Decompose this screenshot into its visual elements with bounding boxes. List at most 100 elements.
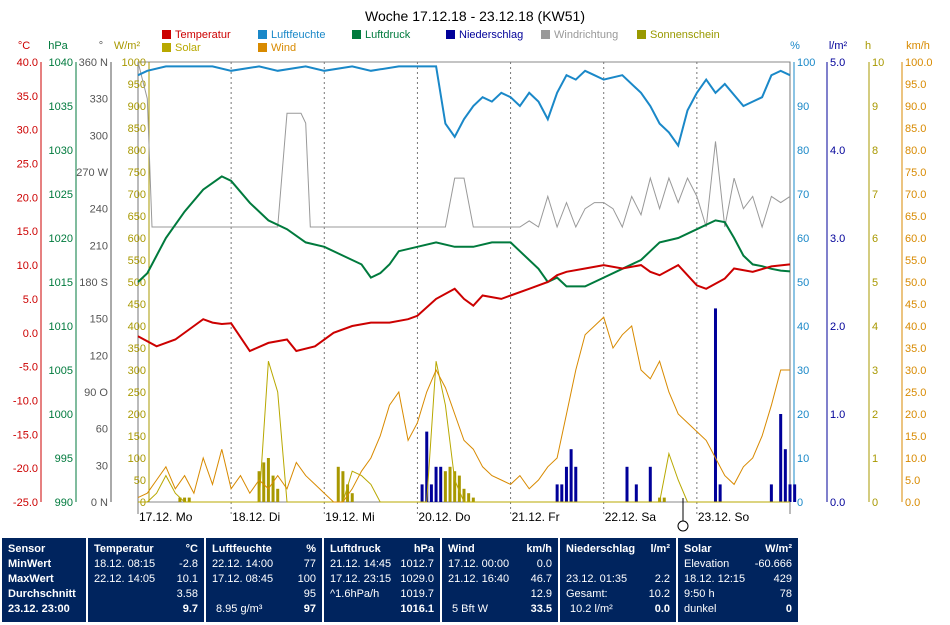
luftfeuchte-max: 100 xyxy=(297,573,316,585)
row-label-avg: Durchschnitt xyxy=(8,588,76,600)
humidity-tick-7: 30 xyxy=(797,365,809,377)
series-line-solar xyxy=(138,361,790,503)
solar-tick-6: 700 xyxy=(128,189,146,201)
wind-tick-3: 85.0 xyxy=(905,123,926,135)
legend-label-1: Luftfeuchte xyxy=(271,29,325,41)
rain-bar-15 xyxy=(769,484,773,502)
temperatur-title: Temperatur xyxy=(94,543,154,555)
temperature-tick-2: 30.0 xyxy=(17,125,38,137)
direction-tick-12: 0 N xyxy=(91,497,108,509)
rain-tick-5: 0.0 xyxy=(830,497,845,509)
luftdruck-min: 1012.7 xyxy=(400,558,434,570)
sunshine-bar-15 xyxy=(457,475,461,502)
solar-sun-time: 9:50 h xyxy=(684,588,715,600)
solar-max: 429 xyxy=(773,573,792,585)
solar-tick-8: 600 xyxy=(128,233,146,245)
solar-tick-15: 250 xyxy=(128,387,146,399)
wind-title: Wind xyxy=(448,543,475,555)
humidity-tick-2: 80 xyxy=(797,145,809,157)
direction-tick-3: 270 W xyxy=(76,167,108,179)
solar-tick-16: 200 xyxy=(128,409,146,421)
direction-tick-7: 150 xyxy=(90,314,108,326)
sunshine-bar-7 xyxy=(276,488,280,502)
luftfeuchte-panel: Luftfeuchte% 22.12. 14:00 77 17.12. 08:45… xyxy=(206,538,322,622)
sunshine-bar-0 xyxy=(178,497,182,502)
niederschlag-max: 2.2 xyxy=(654,573,670,585)
sunshine-bar-8 xyxy=(336,466,340,502)
solar-title: Solar xyxy=(684,543,712,555)
temperatur-min: -2.8 xyxy=(179,558,198,570)
rain-bar-7 xyxy=(564,466,568,502)
solar-state: dunkel xyxy=(684,603,717,615)
temperatur-max-time: 22.12. 14:05 xyxy=(94,573,156,585)
wind-tick-19: 5.0 xyxy=(905,475,920,487)
sunshine-tick-7: 3 xyxy=(872,365,878,377)
direction-tick-5: 210 xyxy=(90,240,108,252)
day-label-2: 19.12. Mi xyxy=(325,510,374,524)
wind-min-time: 17.12. 00:00 xyxy=(448,558,510,570)
sunshine-bar-13 xyxy=(448,466,452,502)
axis-unit-labels: °C hPa ° W/m²% l/m² h km/h xyxy=(18,40,930,52)
wind-tick-20: 0.0 xyxy=(905,497,920,509)
sunshine-bar-20 xyxy=(662,497,666,502)
rain-bar-1 xyxy=(425,431,429,502)
luftdruck-unit: hPa xyxy=(413,543,434,555)
legend-swatch-3 xyxy=(446,30,455,39)
row-label-min: MinWert xyxy=(8,558,52,570)
solar-tick-12: 400 xyxy=(128,321,146,333)
temperatur-unit: °C xyxy=(185,543,198,555)
solar-elev-label: Elevation xyxy=(684,558,730,570)
temperature-tick-5: 15.0 xyxy=(17,226,38,238)
rain-bar-11 xyxy=(634,484,638,502)
sunshine-tick-1: 9 xyxy=(872,101,878,113)
luftfeuchte-unit: % xyxy=(306,543,316,555)
sunshine-tick-5: 5 xyxy=(872,277,878,289)
humidity-tick-1: 90 xyxy=(797,101,809,113)
chart-title: Woche 17.12.18 - 23.12.18 (KW51) xyxy=(365,8,585,24)
wind-tick-5: 75.0 xyxy=(905,167,926,179)
humidity-tick-5: 50 xyxy=(797,277,809,289)
sunshine-bar-1 xyxy=(183,497,187,502)
solar-tick-1: 950 xyxy=(128,79,146,91)
rain-bar-19 xyxy=(793,484,797,502)
legend-swatch-6 xyxy=(162,43,171,52)
luftdruck-panel: Luftdruck hPa 21.12. 14:45 1012.7 17.12. 2… xyxy=(324,538,440,622)
solar-tick-2: 900 xyxy=(128,101,146,113)
solar-tick-10: 500 xyxy=(128,277,146,289)
luftdruck-current: 1016.1 xyxy=(400,603,434,615)
humidity-tick-10: 0 xyxy=(797,497,803,509)
wind-tick-8: 60.0 xyxy=(905,233,926,245)
temperatur-min-time: 18.12. 08:15 xyxy=(94,558,156,570)
rain-tick-4: 1.0 xyxy=(830,409,845,421)
series-lines xyxy=(137,61,791,503)
niederschlag-max-time: 23.12. 01:35 xyxy=(566,573,628,585)
sunshine-bar-6 xyxy=(271,475,275,502)
rain-bar-8 xyxy=(569,449,573,502)
rain-tick-0: 5.0 xyxy=(830,57,845,69)
niederschlag-panel: Niederschlag l/m² 23.12. 01:35 2.2 Gesamt:… xyxy=(560,538,676,622)
rain-bar-16 xyxy=(779,414,783,502)
legend-swatch-7 xyxy=(258,43,267,52)
direction-tick-6: 180 S xyxy=(79,277,108,289)
sunshine-bar-18 xyxy=(471,497,475,502)
pressure-tick-7: 1005 xyxy=(49,365,73,377)
legend-label-5: Sonnenschein xyxy=(650,29,720,41)
scroll-handle[interactable] xyxy=(677,498,689,532)
niederschlag-unit: l/m² xyxy=(650,543,670,555)
wind-tick-4: 80.0 xyxy=(905,145,926,157)
wind-tick-7: 65.0 xyxy=(905,211,926,223)
row-label-max: MaxWert xyxy=(8,573,54,585)
wind-tick-10: 50.0 xyxy=(905,277,926,289)
day-label-6: 23.12. So xyxy=(698,510,750,524)
pressure-tick-9: 995 xyxy=(55,453,73,465)
wind-bft: 5 Bft W xyxy=(452,603,489,615)
legend-label-6: Solar xyxy=(175,42,201,54)
wind-max-time: 21.12. 16:40 xyxy=(448,573,510,585)
direction-tick-4: 240 xyxy=(90,204,108,216)
legend-label-2: Luftdruck xyxy=(365,29,411,41)
temperature-tick-13: -25.0 xyxy=(13,497,38,509)
sunshine-bar-5 xyxy=(266,458,270,502)
luftdruck-max-time: 17.12. 23:15 xyxy=(330,573,392,585)
wind-tick-6: 70.0 xyxy=(905,189,926,201)
solar-tick-14: 300 xyxy=(128,365,146,377)
